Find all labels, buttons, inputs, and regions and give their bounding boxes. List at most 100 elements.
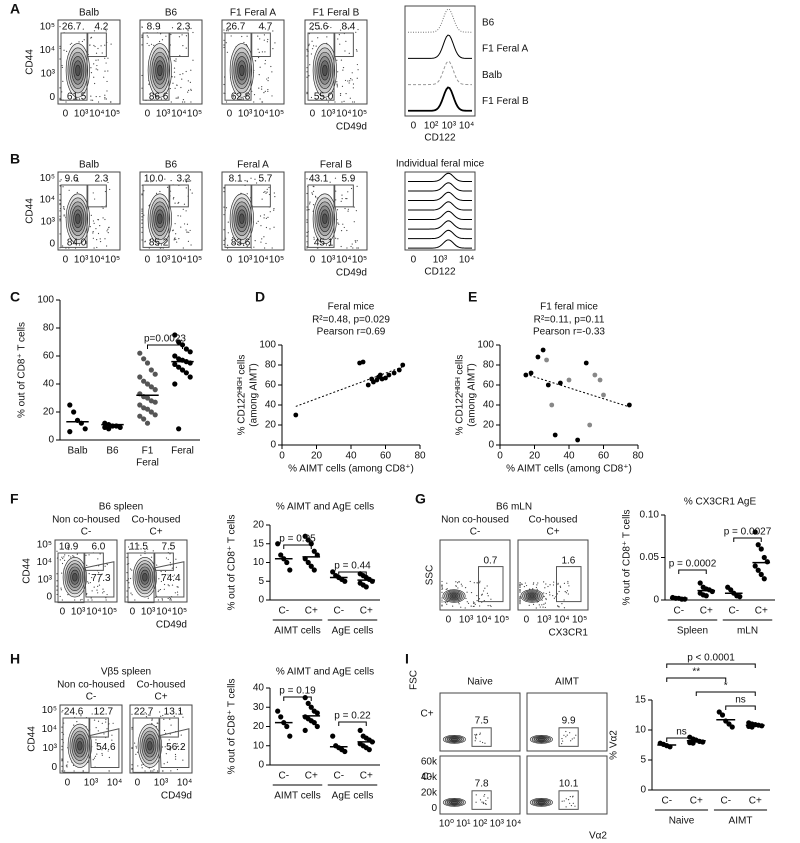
event-dot <box>180 734 182 736</box>
y-tick-label: 15 <box>635 695 647 706</box>
event-dot <box>273 226 275 228</box>
event-dot <box>161 574 163 576</box>
event-dot <box>558 590 560 593</box>
y-tick-label: 0 <box>49 238 55 249</box>
event-dot <box>165 35 167 37</box>
event-dot <box>339 93 342 95</box>
x-tick-label: 0 <box>524 615 530 626</box>
event-dot <box>168 739 170 741</box>
x-tick-label: Balb <box>67 446 87 457</box>
event-dot <box>141 764 143 766</box>
event-dot <box>151 722 153 725</box>
event-dot <box>82 28 84 30</box>
event-dot <box>258 87 260 89</box>
group-label: mLN <box>737 626 758 637</box>
event-dot <box>63 214 65 216</box>
event-dot <box>476 582 478 584</box>
x-tick-label: 0 <box>497 451 503 462</box>
event-dot <box>170 101 172 103</box>
event-dot <box>144 770 146 772</box>
event-dot <box>552 594 554 597</box>
event-dot <box>270 65 272 68</box>
event-dot <box>261 51 263 53</box>
dot <box>709 588 715 595</box>
event-dot <box>177 586 179 588</box>
y-tick-label: 0 <box>640 785 646 796</box>
event-dot <box>483 801 485 803</box>
event-dot <box>306 219 308 221</box>
contour <box>72 572 78 582</box>
bracket <box>666 737 697 742</box>
event-dot <box>190 88 192 90</box>
event-dot <box>306 71 308 73</box>
event-dot <box>61 745 63 747</box>
event-dot <box>130 577 132 580</box>
event-dot <box>223 239 225 241</box>
event-dot <box>96 589 98 591</box>
event-dot <box>268 193 271 196</box>
contour <box>142 572 148 582</box>
event-dot <box>158 40 161 43</box>
y-axis-label: % out of CD8⁺ T cells <box>227 514 238 610</box>
event-dot <box>349 80 351 82</box>
event-dot <box>306 247 308 249</box>
plot-title: B6 <box>165 8 178 19</box>
event-dot <box>571 796 574 798</box>
dot <box>342 578 348 584</box>
event-dot <box>223 32 225 34</box>
event-dot <box>543 603 545 605</box>
event-dot <box>352 247 354 249</box>
event-dot <box>68 555 70 557</box>
event-dot <box>549 584 551 586</box>
dot <box>287 733 293 739</box>
panel-label: H <box>10 651 20 667</box>
event-dot <box>474 602 476 604</box>
event-dot <box>158 711 161 713</box>
event-dot <box>173 67 176 69</box>
gate-value: 0.7 <box>483 556 497 567</box>
event-dot <box>306 231 308 233</box>
event-dot <box>141 222 143 224</box>
annotation: * <box>724 681 728 692</box>
event-dot <box>59 233 61 235</box>
event-dot <box>91 576 93 579</box>
event-dot <box>73 724 75 726</box>
event-dot <box>256 182 258 184</box>
event-dot <box>93 44 95 47</box>
event-dot <box>104 98 106 100</box>
event-dot <box>446 603 448 605</box>
event-dot <box>87 599 89 601</box>
event-dot <box>190 89 192 92</box>
event-dot <box>107 750 109 752</box>
event-dot <box>337 71 339 73</box>
event-dot <box>96 753 98 755</box>
y-tick-label: 10⁴ <box>37 557 52 568</box>
event-dot <box>141 34 143 36</box>
event-dot <box>149 239 152 241</box>
gate <box>307 32 335 101</box>
event-dot <box>149 714 151 716</box>
gate <box>142 32 170 101</box>
event-dot <box>268 186 270 189</box>
stat-label: R²=0.11, p=0.11 <box>534 315 605 326</box>
gate <box>89 728 120 769</box>
event-dot <box>99 95 101 98</box>
event-dot <box>466 601 468 603</box>
event-dot <box>519 600 521 602</box>
event-dot <box>66 766 68 768</box>
event-dot <box>106 728 108 730</box>
event-dot <box>152 770 154 772</box>
x-tick-label: C- <box>673 606 684 617</box>
event-dot <box>70 556 72 558</box>
event-dot <box>575 734 577 736</box>
event-dot <box>356 185 358 187</box>
y-tick-label: 10⁵ <box>37 540 52 551</box>
event-dot <box>570 740 572 742</box>
event-dot <box>335 199 337 201</box>
event-dot <box>187 80 189 82</box>
y-tick-label: 5 <box>258 576 264 587</box>
x-tick-label: C- <box>333 606 344 617</box>
dot <box>535 354 541 360</box>
plot-title: Non co-housed <box>57 680 125 691</box>
event-dot <box>99 553 101 555</box>
